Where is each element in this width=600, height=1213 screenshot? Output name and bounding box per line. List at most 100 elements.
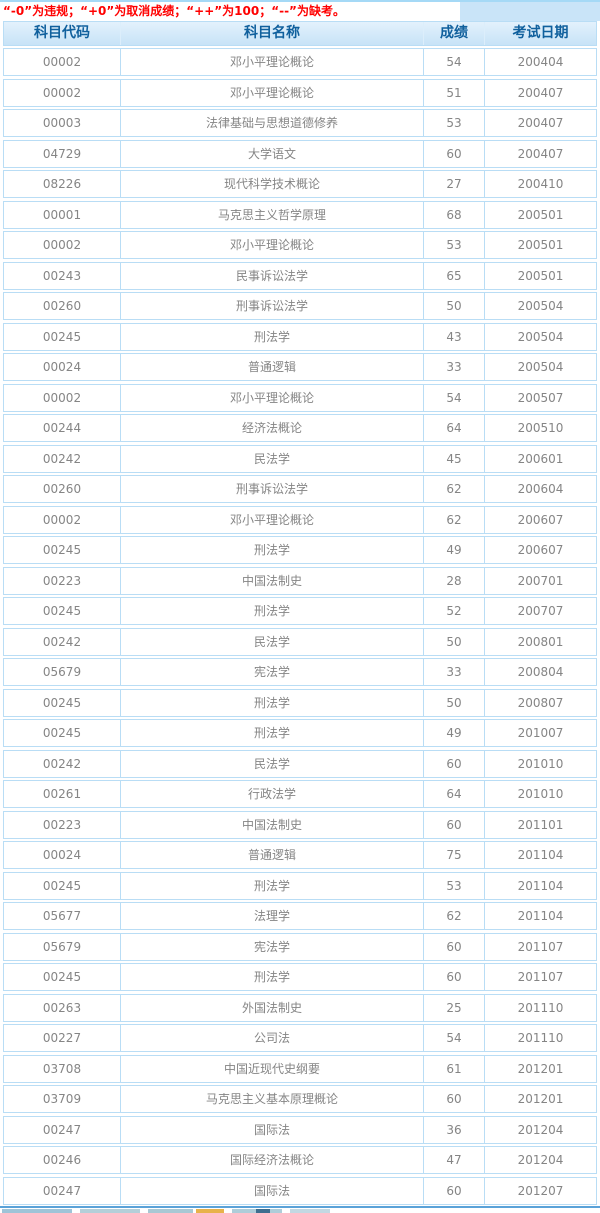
score-cell: 49 bbox=[423, 720, 484, 746]
subject-name-cell: 普通逻辑 bbox=[120, 354, 423, 380]
subject-name-cell: 邓小平理论概论 bbox=[120, 506, 423, 533]
subject-name-cell: 大学语文 bbox=[120, 140, 423, 167]
subject-code-cell: 00245 bbox=[42, 878, 82, 893]
table-row: 00246 国际经济法概论 47 201204 bbox=[3, 1146, 597, 1174]
subject-name-cell: 刑法学 bbox=[120, 872, 423, 899]
subject-name-cell: 邓小平理论概论 bbox=[120, 384, 423, 411]
column-header-subject-code: 科目代码 bbox=[34, 25, 90, 41]
score-cell: 64 bbox=[423, 415, 484, 441]
score-cell: 62 bbox=[423, 506, 484, 533]
score-cell: 62 bbox=[423, 476, 484, 502]
exam-date-cell: 200404 bbox=[484, 49, 596, 75]
score-cell: 27 bbox=[423, 171, 484, 197]
exam-date-cell: 200407 bbox=[484, 110, 596, 136]
score-cell: 65 bbox=[423, 262, 484, 289]
table-row: 00242 民法学 60 201010 bbox=[3, 749, 597, 778]
exam-date-cell: 201104 bbox=[484, 903, 596, 929]
subject-code-cell: 00247 bbox=[42, 1122, 82, 1137]
exam-date-cell: 201007 bbox=[484, 720, 596, 746]
score-cell: 64 bbox=[423, 781, 484, 807]
exam-date-cell: 201110 bbox=[484, 1025, 596, 1051]
subject-code-cell: 00245 bbox=[42, 726, 82, 740]
score-cell: 54 bbox=[423, 49, 484, 75]
score-cell: 51 bbox=[423, 79, 484, 106]
score-cell: 33 bbox=[423, 659, 484, 685]
table-header-row: 科目代码 科目名称 成绩 考试日期 bbox=[3, 21, 597, 46]
score-cell: 60 bbox=[423, 140, 484, 167]
exam-date-cell: 201107 bbox=[484, 933, 596, 960]
score-cell: 33 bbox=[423, 354, 484, 380]
exam-date-cell: 200501 bbox=[484, 201, 596, 228]
exam-date-cell: 201201 bbox=[484, 1055, 596, 1082]
subject-code-cell: 00223 bbox=[42, 573, 82, 588]
subject-name-cell: 民法学 bbox=[120, 750, 423, 777]
subject-code-cell: 00002 bbox=[42, 55, 82, 69]
subject-code-cell: 00002 bbox=[42, 390, 82, 405]
subject-code-cell: 00002 bbox=[42, 85, 82, 100]
footer-image-fragment bbox=[196, 1209, 224, 1213]
footer-image-fragment bbox=[80, 1209, 140, 1213]
subject-name-cell: 马克思主义哲学原理 bbox=[120, 201, 423, 228]
footer-image-fragment bbox=[2, 1209, 72, 1213]
table-row: 00002 邓小平理论概论 62 200607 bbox=[3, 505, 597, 534]
subject-name-cell: 国际法 bbox=[120, 1116, 423, 1143]
subject-name-cell: 宪法学 bbox=[120, 659, 423, 685]
subject-code-cell: 03708 bbox=[42, 1061, 82, 1076]
subject-name-cell: 现代科学技术概论 bbox=[120, 171, 423, 197]
subject-code-cell: 04729 bbox=[42, 146, 82, 161]
score-cell: 53 bbox=[423, 232, 484, 258]
page-footer-fragment bbox=[0, 1205, 600, 1213]
exam-date-cell: 201204 bbox=[484, 1116, 596, 1143]
subject-name-cell: 中国法制史 bbox=[120, 567, 423, 594]
subject-name-cell: 外国法制史 bbox=[120, 994, 423, 1021]
score-cell: 61 bbox=[423, 1055, 484, 1082]
subject-code-cell: 00244 bbox=[42, 421, 82, 435]
subject-name-cell: 刑法学 bbox=[120, 689, 423, 716]
table-row: 00223 中国法制史 28 200701 bbox=[3, 566, 597, 595]
exam-date-cell: 201207 bbox=[484, 1177, 596, 1204]
subject-code-cell: 00245 bbox=[42, 970, 82, 984]
table-body: 00002 邓小平理论概论 54 200404 00002 邓小平理论概论 51 200407… bbox=[3, 48, 597, 1205]
subject-name-cell: 民法学 bbox=[120, 445, 423, 472]
subject-code-cell: 00245 bbox=[42, 543, 82, 557]
column-header-subject-name: 科目名称 bbox=[120, 22, 423, 45]
footer-divider-line bbox=[0, 1206, 600, 1208]
exam-date-cell: 201010 bbox=[484, 781, 596, 807]
subject-code-cell: 00245 bbox=[42, 329, 82, 344]
subject-name-cell: 法律基础与思想道德修养 bbox=[120, 110, 423, 136]
table-row: 00244 经济法概论 64 200510 bbox=[3, 414, 597, 442]
table-row: 00002 邓小平理论概论 51 200407 bbox=[3, 78, 597, 107]
exam-date-cell: 201010 bbox=[484, 750, 596, 777]
notice-bar: “-0”为违规；“+0”为取消成绩；“++”为100；“--”为缺考。 bbox=[0, 2, 600, 21]
exam-date-cell: 200501 bbox=[484, 262, 596, 289]
table-row: 00247 国际法 36 201204 bbox=[3, 1115, 597, 1144]
subject-name-cell: 宪法学 bbox=[120, 933, 423, 960]
score-cell: 47 bbox=[423, 1147, 484, 1173]
subject-code-cell: 00261 bbox=[42, 787, 82, 801]
table-row: 00003 法律基础与思想道德修养 53 200407 bbox=[3, 109, 597, 137]
score-cell: 60 bbox=[423, 933, 484, 960]
subject-code-cell: 00002 bbox=[42, 238, 82, 252]
table-row: 00227 公司法 54 201110 bbox=[3, 1024, 597, 1052]
table-row: 00002 邓小平理论概论 54 200404 bbox=[3, 48, 597, 76]
table-row: 00245 刑法学 49 200607 bbox=[3, 536, 597, 564]
exam-date-cell: 201204 bbox=[484, 1147, 596, 1173]
score-cell: 28 bbox=[423, 567, 484, 594]
subject-code-cell: 00024 bbox=[42, 360, 82, 374]
exam-date-cell: 201104 bbox=[484, 872, 596, 899]
score-cell: 50 bbox=[423, 293, 484, 319]
table-row: 00024 普通逻辑 33 200504 bbox=[3, 353, 597, 381]
subject-name-cell: 邓小平理论概论 bbox=[120, 49, 423, 75]
top-border-line bbox=[0, 0, 600, 2]
table-row: 00260 刑事诉讼法学 62 200604 bbox=[3, 475, 597, 503]
table-row: 03708 中国近现代史纲要 61 201201 bbox=[3, 1054, 597, 1083]
score-cell: 68 bbox=[423, 201, 484, 228]
exam-date-cell: 200510 bbox=[484, 415, 596, 441]
subject-code-cell: 00003 bbox=[42, 116, 82, 130]
subject-name-cell: 刑法学 bbox=[120, 964, 423, 990]
subject-code-cell: 00002 bbox=[42, 512, 82, 527]
subject-code-cell: 08226 bbox=[42, 177, 82, 191]
subject-name-cell: 中国近现代史纲要 bbox=[120, 1055, 423, 1082]
subject-name-cell: 普通逻辑 bbox=[120, 842, 423, 868]
subject-name-cell: 刑法学 bbox=[120, 720, 423, 746]
